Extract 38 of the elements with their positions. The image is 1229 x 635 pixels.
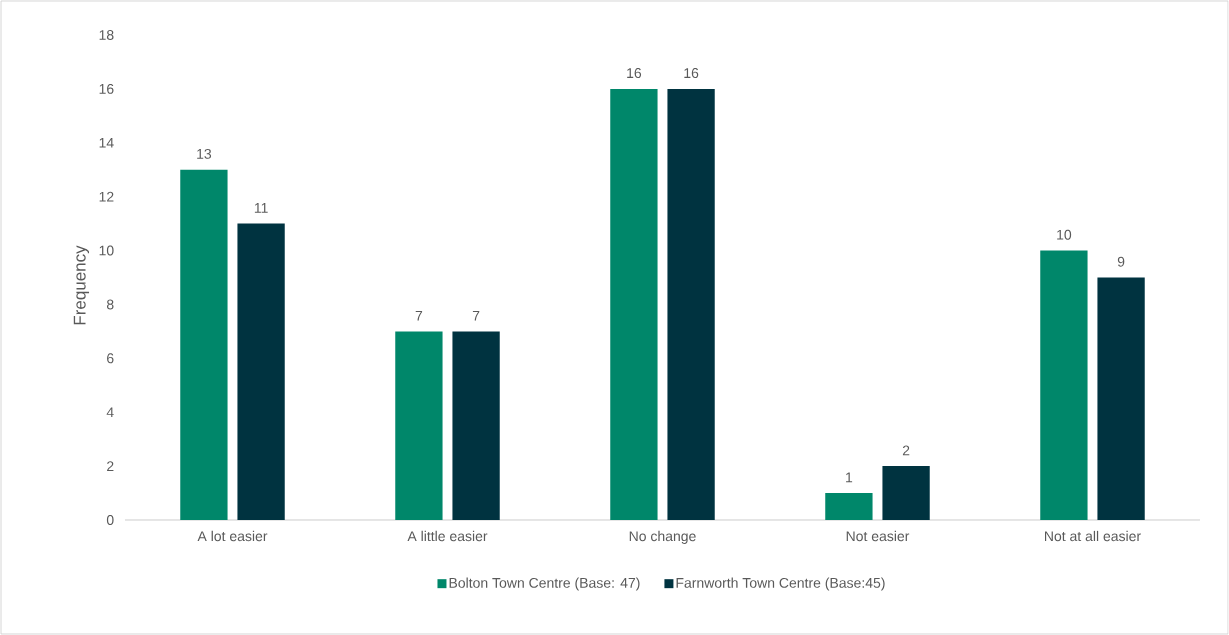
- bar: [825, 493, 873, 520]
- bar: [610, 88, 658, 520]
- bar: [237, 223, 285, 520]
- data-label: 9: [1117, 256, 1125, 267]
- bar: [452, 331, 500, 520]
- bar: [1097, 277, 1145, 520]
- bar: [667, 88, 715, 520]
- x-tick-label: No change: [629, 530, 696, 544]
- data-label: 1: [846, 472, 853, 483]
- y-tick-label: 10: [99, 245, 114, 256]
- data-label: 2: [902, 445, 910, 456]
- legend-label: Farnworth Town Centre (Base:45): [676, 577, 885, 591]
- y-tick-label: 2: [107, 461, 114, 471]
- y-tick-label: 16: [99, 83, 114, 94]
- bar: [882, 466, 930, 520]
- data-label: 7: [415, 310, 423, 321]
- y-tick-label: 0: [106, 515, 114, 525]
- x-tick-label: Not at all easier: [1045, 530, 1141, 542]
- y-tick-label: 8: [106, 299, 114, 310]
- y-tick-label: 14: [99, 137, 114, 148]
- data-label: 16: [627, 68, 642, 79]
- legend-label: Bolton Town Centre (Base: 47): [449, 577, 640, 591]
- bar: [1040, 250, 1088, 520]
- data-label: 10: [1057, 229, 1072, 240]
- data-label: 16: [684, 68, 699, 79]
- x-tick-label: A lot easier: [197, 530, 268, 542]
- y-tick-label: 18: [99, 30, 114, 40]
- bar: [395, 331, 443, 520]
- y-tick-label: 4: [106, 407, 114, 418]
- x-tick-label: Not easier: [846, 530, 910, 542]
- data-label: 11: [254, 203, 268, 213]
- y-tick-label: 6: [107, 353, 114, 364]
- data-label: 7: [472, 310, 480, 321]
- data-label: 13: [197, 148, 212, 159]
- bar: [180, 169, 228, 520]
- y-tick-label: 12: [99, 191, 114, 202]
- y-axis-title: Frequency: [73, 245, 90, 325]
- x-tick-label: A little easier: [407, 530, 488, 542]
